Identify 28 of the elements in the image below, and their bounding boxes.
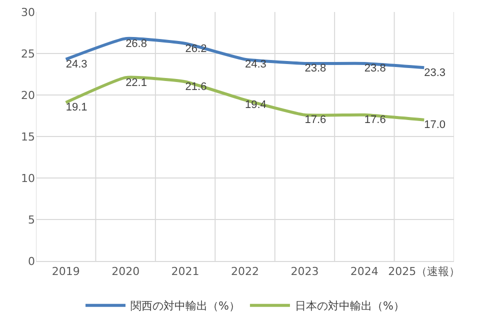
x-tick-label: 2019 [52,265,80,278]
y-tick-label: 0 [28,254,35,268]
x-tick-label: 2021 [171,265,200,278]
data-label: 19.1 [66,102,88,114]
x-tick-label: 2020 [112,265,140,278]
data-label: 24.3 [245,58,266,71]
data-label: 23.3 [424,66,446,79]
legend-label: 関西の対中輸出（%） [130,300,240,313]
y-tick-label: 30 [21,6,35,19]
x-tick-label: 2025（速報） [388,265,460,278]
data-label: 23.8 [304,62,326,75]
data-label: 24.3 [66,58,88,71]
data-label: 17.6 [304,114,326,126]
legend-label: 日本の対中輸出（%） [294,300,404,313]
y-tick-label: 25 [21,47,35,60]
data-label: 22.1 [126,76,147,89]
y-tick-label: 5 [28,213,35,226]
data-label: 26.8 [126,38,147,50]
y-tick-label: 10 [21,172,35,185]
data-label: 17.0 [424,119,446,132]
data-label: 17.6 [364,114,386,126]
x-tick-label: 2024 [350,265,378,278]
y-tick-label: 20 [21,88,35,102]
y-tick-label: 15 [21,130,35,144]
x-tick-label: 2023 [290,265,319,278]
data-label: 23.8 [364,62,386,75]
x-tick-label: 2022 [231,265,259,278]
line-series [64,76,426,122]
